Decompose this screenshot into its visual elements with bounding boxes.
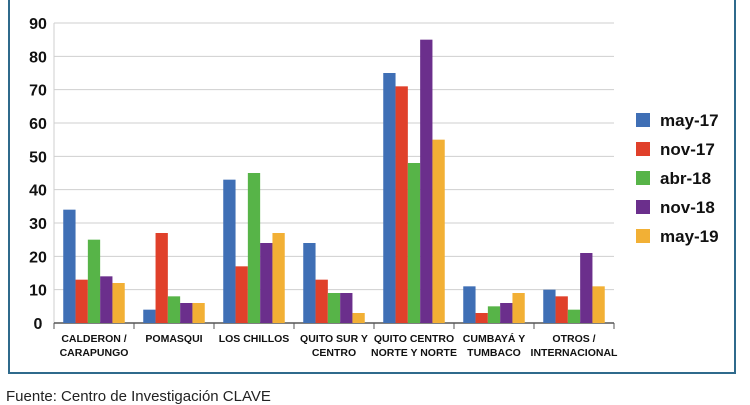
- source-note: Fuente: Centro de Investigación CLAVE: [6, 388, 271, 405]
- bar: [192, 303, 205, 323]
- legend-label: abr-18: [660, 169, 711, 188]
- grid-lines: [54, 22, 614, 291]
- legend-swatch: [636, 142, 650, 156]
- bar: [383, 73, 396, 323]
- y-tick-label: 0: [34, 316, 43, 333]
- legend-label: nov-18: [660, 198, 715, 217]
- bar: [327, 293, 341, 323]
- bar: [75, 279, 88, 323]
- legend-swatch: [636, 229, 650, 243]
- bar: [567, 309, 581, 323]
- bar: [500, 303, 513, 323]
- bar: [87, 239, 101, 323]
- bar: [432, 139, 445, 323]
- bar: [555, 296, 568, 323]
- x-tick-label: QUITO SUR Y: [300, 333, 368, 345]
- bar: [340, 293, 353, 323]
- legend-swatch: [636, 171, 650, 185]
- x-axis: CALDERON / CARAPUNGO POMASQUI LOS CHILLOS QU…: [53, 323, 618, 359]
- bar: [315, 279, 328, 323]
- bar: [223, 179, 236, 323]
- bar: [592, 286, 605, 323]
- y-tick-label: 80: [29, 49, 47, 66]
- bar: [420, 39, 433, 324]
- x-tick-label: NORTE Y NORTE: [371, 347, 457, 359]
- bar: [100, 276, 113, 323]
- bar: [395, 86, 408, 323]
- bar: [580, 253, 593, 323]
- legend-label: may-19: [660, 227, 719, 246]
- bar: [475, 313, 488, 323]
- x-tick-label: OTROS /: [552, 333, 595, 345]
- bar: [352, 313, 365, 323]
- y-tick-label: 30: [29, 216, 47, 233]
- y-tick-label: 50: [29, 149, 47, 166]
- x-tick-label: CARAPUNGO: [60, 347, 129, 359]
- x-tick-label: INTERNACIONAL: [531, 347, 618, 359]
- bar: [407, 163, 421, 323]
- bar: [235, 266, 248, 323]
- x-tick-label: CENTRO: [312, 347, 356, 359]
- bar: [463, 286, 476, 323]
- legend-label: may-17: [660, 111, 719, 130]
- bar: [512, 293, 525, 323]
- y-tick-label: 40: [29, 183, 47, 200]
- chart-frame: [8, 0, 736, 374]
- x-tick-label: TUMBACO: [467, 347, 521, 359]
- x-tick-label: LOS CHILLOS: [219, 333, 290, 345]
- bar: [143, 309, 156, 323]
- x-tick-label: CALDERON /: [61, 333, 126, 345]
- x-tick-label: QUITO CENTRO: [374, 333, 454, 345]
- y-tick-label: 90: [29, 16, 47, 33]
- bar: [155, 233, 168, 323]
- y-tick-label: 20: [29, 249, 47, 266]
- x-tick-label: POMASQUI: [145, 333, 202, 345]
- bar: [180, 303, 193, 323]
- y-tick-label: 60: [29, 116, 47, 133]
- bar: [543, 289, 556, 323]
- legend-label: nov-17: [660, 140, 715, 159]
- bars: [63, 39, 605, 324]
- legend: may-17 nov-17 abr-18 nov-18 may-19: [636, 111, 719, 246]
- y-tick-label: 10: [29, 283, 47, 300]
- legend-swatch: [636, 200, 650, 214]
- bar: [247, 173, 261, 323]
- y-tick-label: 70: [29, 83, 47, 100]
- bar: [112, 283, 125, 323]
- bar: [63, 209, 76, 323]
- bar: [303, 243, 316, 323]
- legend-swatch: [636, 113, 650, 127]
- x-tick-label: CUMBAYÁ Y: [463, 332, 525, 345]
- bar: [487, 306, 501, 323]
- bar: [167, 296, 181, 323]
- bar: [260, 243, 273, 323]
- bar: [272, 233, 285, 323]
